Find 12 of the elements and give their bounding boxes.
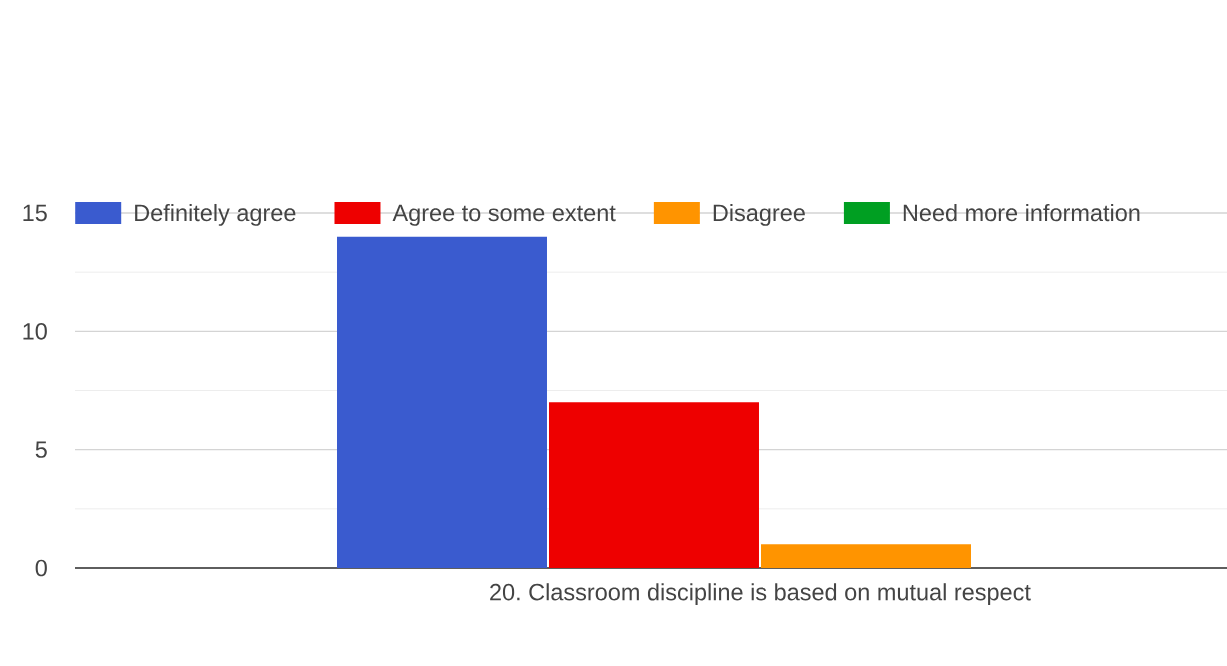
x-tick-label: 20. Classroom discipline is based on mutual respect (490, 583, 1031, 606)
bar (548, 402, 759, 568)
legend-label: Disagree (713, 203, 805, 226)
legend-label: Agree to some extent (392, 204, 616, 226)
y-tick-label: 5 (35, 441, 47, 458)
legend-label: Definitely agree (135, 203, 296, 226)
y-tick-label: 15 (23, 204, 47, 222)
bar (761, 544, 971, 568)
bar (337, 236, 547, 568)
y-tick-label: 0 (35, 559, 47, 577)
legend-label: Need more information (903, 203, 1140, 222)
y-tick-label: 10 (23, 323, 47, 340)
